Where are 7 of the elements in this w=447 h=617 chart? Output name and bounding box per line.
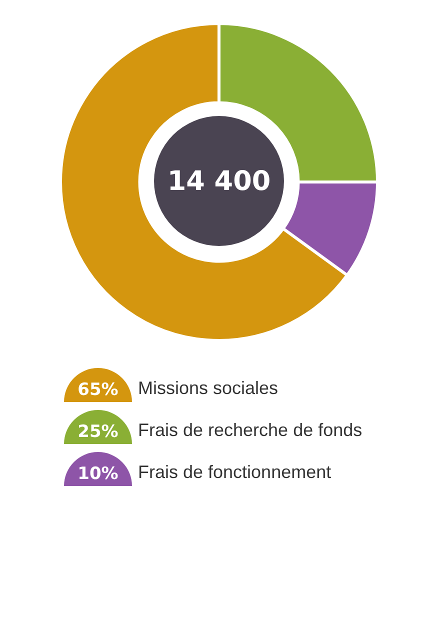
legend-label: Frais de recherche de fonds — [138, 419, 362, 442]
legend-label: Frais de fonctionnement — [138, 461, 332, 484]
data-label: 10% — [64, 452, 132, 486]
data-label: 65% — [64, 368, 132, 402]
legend-label: Missions sociales — [138, 377, 278, 400]
text: 14 400 — [167, 166, 271, 196]
data-label: 25% — [64, 410, 132, 444]
